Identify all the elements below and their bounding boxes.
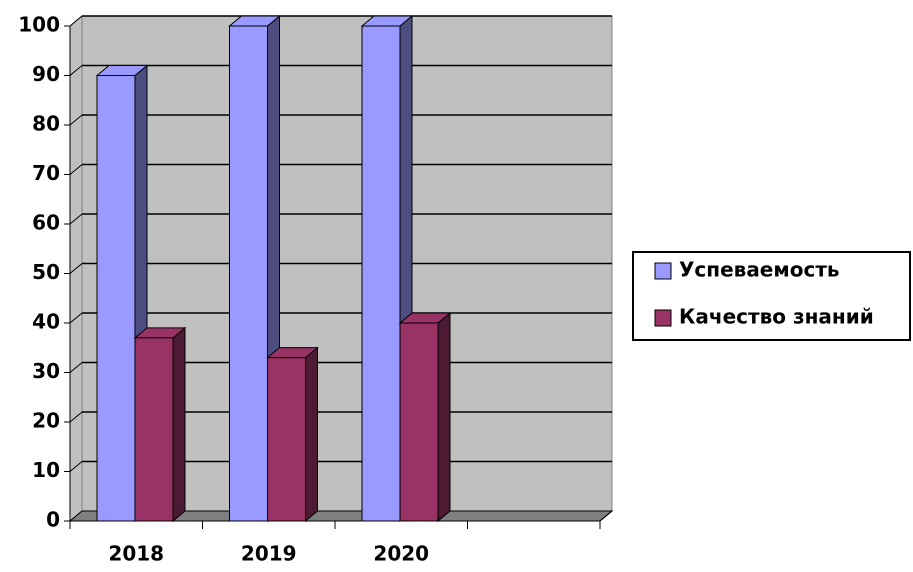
y-tick-label: 80 xyxy=(32,112,60,136)
bar-front xyxy=(134,337,174,522)
y-tick-label: 20 xyxy=(32,409,60,433)
y-tick-label: 60 xyxy=(32,211,60,235)
y-tick-label: 40 xyxy=(32,310,60,334)
bar-side xyxy=(305,346,318,523)
legend-swatch xyxy=(654,262,672,280)
grid-line-side xyxy=(69,263,83,274)
bar-front xyxy=(361,25,401,522)
bar-front xyxy=(267,357,306,522)
floor-edge xyxy=(599,510,613,522)
grid-line-side xyxy=(69,411,83,423)
grid-line-side xyxy=(69,114,83,126)
grid-line-side xyxy=(69,312,83,324)
x-tick-label: 2020 xyxy=(373,542,429,566)
bar-front xyxy=(399,322,439,522)
legend-items: Успеваемость Качество знаний xyxy=(654,258,874,329)
y-tick-label: 10 xyxy=(32,458,60,482)
axis-labels: 0 10 20 30 40 50 60 70 80 90 100 2018 2019 2020 xyxy=(18,13,613,566)
bar xyxy=(133,326,187,523)
x-tick-label: 2019 xyxy=(241,542,297,566)
grid-line-side xyxy=(69,15,83,27)
x-tick-label: 2018 xyxy=(108,542,164,566)
legend-label: Качество знаний xyxy=(679,305,874,329)
bar-side xyxy=(172,326,186,523)
bar xyxy=(266,346,319,523)
grid-line-side xyxy=(69,213,83,225)
legend-swatch xyxy=(654,309,672,327)
bar xyxy=(398,311,452,523)
y-tick-label: 50 xyxy=(32,260,60,284)
grid-line-side xyxy=(69,362,83,373)
bars xyxy=(95,14,452,523)
y-tick-label: 30 xyxy=(32,359,60,383)
y-tick-label: 70 xyxy=(32,161,60,185)
legend-label: Успеваемость xyxy=(679,258,840,282)
y-tick-label: 0 xyxy=(46,508,60,532)
grid-line-side xyxy=(69,164,83,175)
grid-line-side xyxy=(69,65,83,76)
bar-front xyxy=(96,75,136,522)
y-tick-label: 90 xyxy=(32,62,60,86)
bar-front xyxy=(229,25,268,522)
y-tick-label: 100 xyxy=(18,13,60,37)
bar-side xyxy=(437,311,451,523)
grid-line-side xyxy=(69,461,83,472)
bar xyxy=(360,14,414,523)
legend xyxy=(632,251,911,341)
